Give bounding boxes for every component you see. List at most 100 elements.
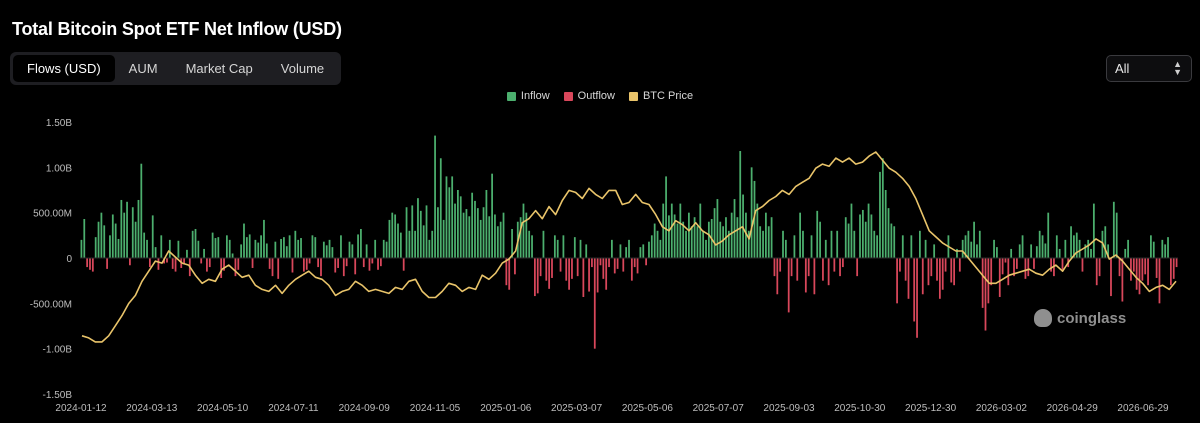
outflow-bar[interactable] <box>1024 258 1027 279</box>
inflow-bar[interactable] <box>280 238 282 258</box>
inflow-bar[interactable] <box>693 217 696 258</box>
inflow-bar[interactable] <box>457 190 459 258</box>
inflow-bar[interactable] <box>924 239 927 258</box>
outflow-bar[interactable] <box>208 258 211 268</box>
outflow-bar[interactable] <box>508 258 511 290</box>
inflow-bar[interactable] <box>964 235 967 258</box>
inflow-bar[interactable] <box>1164 244 1167 258</box>
inflow-bar[interactable] <box>414 230 416 258</box>
inflow-bar[interactable] <box>784 239 787 258</box>
inflow-bar[interactable] <box>853 230 856 258</box>
inflow-bar[interactable] <box>431 230 434 258</box>
inflow-bar[interactable] <box>705 239 707 258</box>
inflow-bar[interactable] <box>283 237 285 258</box>
inflow-bar[interactable] <box>653 223 656 258</box>
inflow-bar[interactable] <box>331 247 334 258</box>
outflow-bar[interactable] <box>1141 258 1144 281</box>
inflow-bar[interactable] <box>325 245 328 258</box>
outflow-bar[interactable] <box>896 258 898 304</box>
inflow-bar[interactable] <box>471 192 474 258</box>
outflow-bar[interactable] <box>576 258 579 277</box>
outflow-bar[interactable] <box>402 258 405 271</box>
inflow-bar[interactable] <box>753 180 756 258</box>
outflow-bar[interactable] <box>183 258 185 265</box>
inflow-bar[interactable] <box>146 239 148 258</box>
inflow-bar[interactable] <box>668 215 670 258</box>
inflow-bar[interactable] <box>893 226 896 258</box>
inflow-bar[interactable] <box>417 198 419 258</box>
inflow-bar[interactable] <box>274 241 277 258</box>
inflow-bar[interactable] <box>673 214 676 258</box>
outflow-bar[interactable] <box>148 258 151 268</box>
outflow-bar[interactable] <box>813 258 816 295</box>
inflow-bar[interactable] <box>482 207 485 258</box>
inflow-bar[interactable] <box>1167 237 1169 258</box>
inflow-bar[interactable] <box>1112 201 1115 258</box>
inflow-bar[interactable] <box>491 173 493 258</box>
outflow-bar[interactable] <box>1027 258 1030 277</box>
inflow-bar[interactable] <box>228 239 231 258</box>
outflow-bar[interactable] <box>591 258 593 268</box>
inflow-bar[interactable] <box>1064 239 1067 258</box>
outflow-bar[interactable] <box>1144 258 1147 275</box>
inflow-bar[interactable] <box>799 212 801 258</box>
outflow-bar[interactable] <box>129 258 131 266</box>
inflow-bar[interactable] <box>294 230 297 258</box>
outflow-bar[interactable] <box>514 258 516 275</box>
inflow-bar[interactable] <box>873 230 876 258</box>
outflow-bar[interactable] <box>1155 258 1158 278</box>
inflow-bar[interactable] <box>1107 244 1110 258</box>
outflow-bar[interactable] <box>645 258 647 266</box>
inflow-bar[interactable] <box>890 223 893 258</box>
outflow-bar[interactable] <box>1004 258 1007 263</box>
inflow-bar[interactable] <box>782 230 784 258</box>
outflow-bar[interactable] <box>833 258 836 272</box>
inflow-bar[interactable] <box>847 223 850 258</box>
inflow-bar[interactable] <box>1044 243 1047 258</box>
inflow-bar[interactable] <box>511 228 513 258</box>
inflow-bar[interactable] <box>422 225 425 258</box>
outflow-bar[interactable] <box>106 258 108 269</box>
inflow-bar[interactable] <box>870 214 873 258</box>
inflow-bar[interactable] <box>405 207 408 258</box>
inflow-bar[interactable] <box>642 244 645 258</box>
outflow-bar[interactable] <box>842 258 844 268</box>
inflow-bar[interactable] <box>1021 235 1024 258</box>
outflow-bar[interactable] <box>936 258 938 281</box>
inflow-bar[interactable] <box>231 253 234 258</box>
inflow-bar[interactable] <box>696 226 699 258</box>
inflow-bar[interactable] <box>502 212 505 258</box>
outflow-bar[interactable] <box>776 258 779 295</box>
inflow-bar[interactable] <box>448 187 451 258</box>
inflow-bar[interactable] <box>411 205 414 258</box>
outflow-bar[interactable] <box>602 258 605 279</box>
inflow-bar[interactable] <box>793 235 796 258</box>
outflow-bar[interactable] <box>998 258 1001 297</box>
outflow-bar[interactable] <box>773 258 776 277</box>
inflow-bar[interactable] <box>993 239 995 258</box>
inflow-bar[interactable] <box>736 217 739 258</box>
outflow-bar[interactable] <box>596 258 599 293</box>
inflow-bar[interactable] <box>996 247 998 258</box>
outflow-bar[interactable] <box>1007 258 1010 286</box>
inflow-bar[interactable] <box>186 249 188 258</box>
inflow-bar[interactable] <box>562 235 565 258</box>
tab-aum[interactable]: AUM <box>128 61 158 76</box>
inflow-bar[interactable] <box>639 247 642 258</box>
inflow-bar[interactable] <box>933 244 936 258</box>
inflow-bar[interactable] <box>961 239 964 258</box>
outflow-bar[interactable] <box>807 258 810 277</box>
outflow-bar[interactable] <box>334 258 337 273</box>
outflow-bar[interactable] <box>921 258 924 295</box>
inflow-bar[interactable] <box>340 235 342 258</box>
inflow-bar[interactable] <box>522 203 525 258</box>
outflow-bar[interactable] <box>1033 258 1035 269</box>
inflow-bar[interactable] <box>1055 235 1058 258</box>
outflow-bar[interactable] <box>856 258 859 277</box>
outflow-bar[interactable] <box>944 258 947 272</box>
outflow-bar[interactable] <box>990 258 993 286</box>
inflow-bar[interactable] <box>1115 212 1118 258</box>
outflow-bar[interactable] <box>1130 258 1132 281</box>
inflow-bar[interactable] <box>665 176 667 258</box>
inflow-bar[interactable] <box>191 230 194 258</box>
